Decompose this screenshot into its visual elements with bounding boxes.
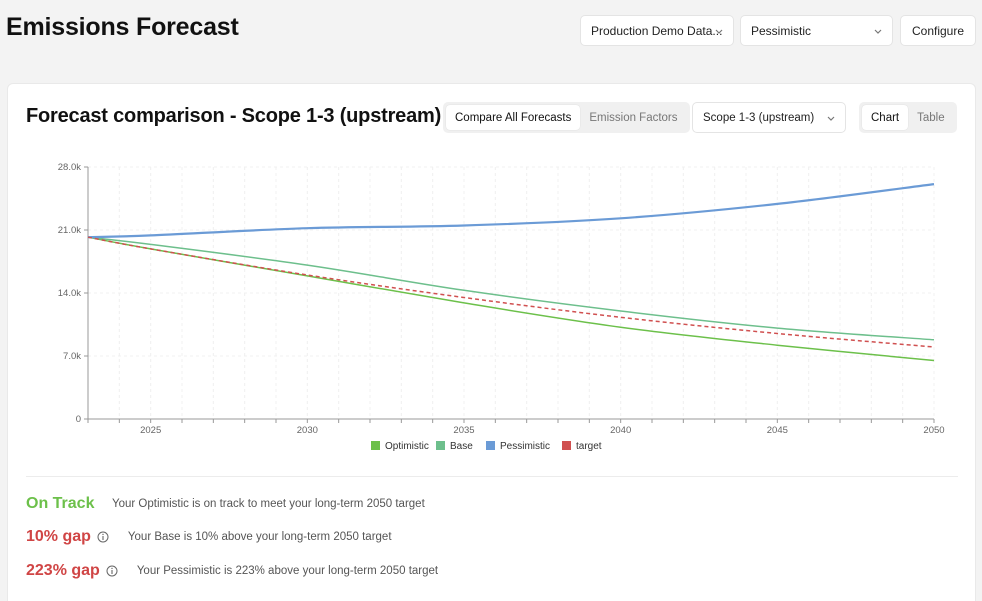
legend-label-pessimistic: Pessimistic bbox=[500, 441, 550, 452]
series-line-pessimistic bbox=[87, 183, 935, 239]
configure-button[interactable]: Configure bbox=[900, 15, 976, 46]
legend-swatch-base bbox=[436, 441, 445, 450]
series-line-optimistic bbox=[87, 236, 935, 362]
scope-select[interactable]: Scope 1-3 (upstream) bbox=[692, 102, 846, 133]
scenario-select[interactable]: Pessimistic bbox=[740, 15, 893, 46]
x-tick-label: 2025 bbox=[140, 425, 161, 436]
legend-label-optimistic: Optimistic bbox=[385, 441, 429, 452]
info-icon[interactable] bbox=[106, 565, 118, 577]
tab-compare-all-forecasts[interactable]: Compare All Forecasts bbox=[446, 105, 581, 130]
dataset-select-value: Production Demo Data... bbox=[591, 23, 723, 38]
y-tick-label: 21.0k bbox=[58, 225, 81, 236]
status-row-optimistic: On Track Your Optimistic is on track to … bbox=[26, 495, 425, 513]
chevron-down-icon bbox=[715, 29, 723, 34]
x-tick-label: 2030 bbox=[297, 425, 318, 436]
card-title: Forecast comparison - Scope 1-3 (upstrea… bbox=[26, 105, 442, 127]
status-label: 223% gap bbox=[26, 562, 100, 579]
display-tabs: Chart Table bbox=[859, 102, 957, 133]
status-label: On Track bbox=[26, 495, 95, 512]
status-row-pessimistic: 223% gap Your Pessimistic is 223% above … bbox=[26, 562, 438, 580]
status-row-base: 10% gap Your Base is 10% above your long… bbox=[26, 528, 392, 546]
x-tick-label: 2040 bbox=[610, 425, 631, 436]
y-tick-label: 0 bbox=[76, 414, 81, 425]
view-tabs: Compare All Forecasts Emission Factors bbox=[443, 102, 690, 133]
legend-swatch-target bbox=[562, 441, 571, 450]
series-line-target bbox=[87, 236, 935, 348]
legend-label-base: Base bbox=[450, 441, 473, 452]
legend-swatch-optimistic bbox=[371, 441, 380, 450]
x-tick-label: 2035 bbox=[453, 425, 474, 436]
divider bbox=[26, 476, 958, 477]
page-title: Emissions Forecast bbox=[6, 13, 239, 41]
forecast-card: Forecast comparison - Scope 1-3 (upstrea… bbox=[7, 83, 976, 601]
status-description: Your Optimistic is on track to meet your… bbox=[112, 498, 425, 510]
status-label: 10% gap bbox=[26, 528, 91, 545]
chevron-down-icon bbox=[827, 116, 835, 121]
y-tick-label: 14.0k bbox=[58, 288, 81, 299]
scope-select-value: Scope 1-3 (upstream) bbox=[703, 111, 815, 124]
dataset-select[interactable]: Production Demo Data... bbox=[580, 15, 734, 46]
page-header: Emissions Forecast Production Demo Data.… bbox=[0, 0, 982, 70]
status-description: Your Base is 10% above your long-term 20… bbox=[127, 531, 392, 543]
y-tick-label: 28.0k bbox=[58, 162, 81, 173]
series-line-base bbox=[87, 236, 935, 341]
info-icon[interactable] bbox=[97, 531, 109, 543]
legend-swatch-pessimistic bbox=[486, 441, 495, 450]
chevron-down-icon bbox=[874, 29, 882, 34]
tab-table[interactable]: Table bbox=[917, 111, 945, 124]
tab-chart[interactable]: Chart bbox=[862, 105, 909, 130]
x-tick-label: 2050 bbox=[923, 425, 944, 436]
scenario-select-value: Pessimistic bbox=[751, 23, 812, 38]
tab-emission-factors[interactable]: Emission Factors bbox=[589, 111, 678, 124]
forecast-chart: 0 7.0k 14.0k 21.0k 28.0k 2025 2030 2035 2040 2045… bbox=[58, 162, 945, 452]
x-tick-label: 2045 bbox=[767, 425, 788, 436]
legend-label-target: target bbox=[576, 441, 602, 452]
y-tick-label: 7.0k bbox=[63, 351, 81, 362]
status-description: Your Pessimistic is 223% above your long… bbox=[136, 565, 439, 577]
